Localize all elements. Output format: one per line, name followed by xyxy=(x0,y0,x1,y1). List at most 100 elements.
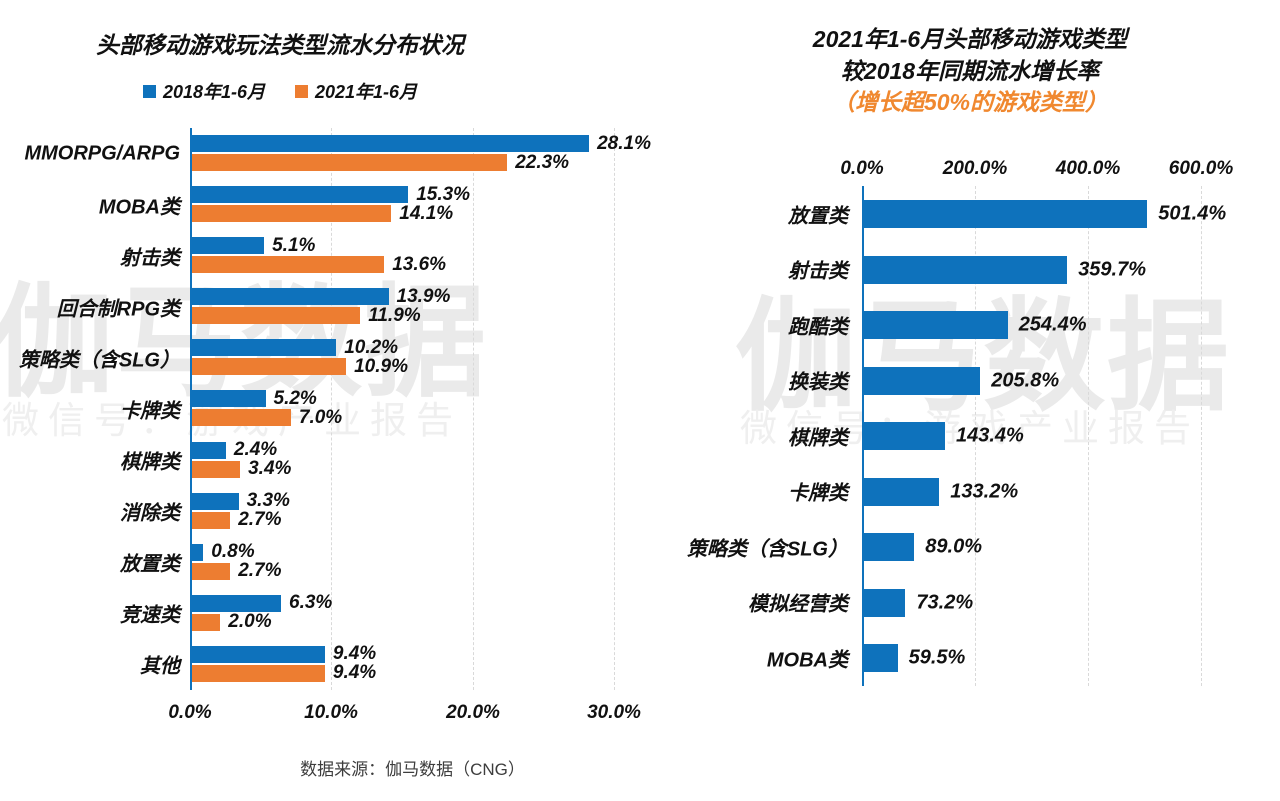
value-label: 73.2% xyxy=(916,591,974,613)
category-label: 卡牌类 xyxy=(120,400,180,423)
gridline-20pct xyxy=(473,128,474,690)
x-tick-200pct: 200.0% xyxy=(942,158,1008,179)
gridline-10pct xyxy=(331,128,332,690)
value-label: 59.5% xyxy=(908,646,966,669)
bar-2021: 2.0% xyxy=(192,611,272,632)
value-label: 28.1% xyxy=(597,132,651,154)
bar-2018: 0.8% xyxy=(192,541,255,562)
category-label: 模拟经营类 xyxy=(748,593,848,616)
value-label: 89.0% xyxy=(925,535,983,558)
bar-2021: 2.7% xyxy=(192,509,282,530)
watermark-wechat-right: 微信号：游戏产业报告 xyxy=(740,408,1200,449)
category-label: 卡牌类 xyxy=(788,482,848,505)
category-label: 消除类 xyxy=(120,502,180,525)
category-label: 策略类（含SLG） xyxy=(18,349,180,372)
category-label: 棋牌类 xyxy=(788,427,848,450)
value-label: 5.1% xyxy=(272,234,316,256)
category-label: 射击类 xyxy=(788,260,848,283)
category-row: 其他 9.4% 9.4% xyxy=(140,639,616,690)
right-chart-subtitle: （增长超50%的游戏类型） xyxy=(831,89,1109,116)
left-plot-rows: MMORPG/ARPG 28.1% 22.3% MOBA类 15.3% 14.1% 射击类 5… xyxy=(19,128,651,690)
x-tick-0pct: 0.0% xyxy=(840,158,884,179)
value-label: 14.1% xyxy=(399,202,454,224)
left-chart-legend: 2018年1-6月 2021年1-6月 xyxy=(20,78,540,104)
x-tick-400pct: 400.0% xyxy=(1055,158,1121,179)
value-label: 9.4% xyxy=(332,643,377,665)
x-tick-0: 0.0% xyxy=(168,702,212,723)
bar-2021: 11.9% xyxy=(192,305,421,326)
bar-2021: 9.4% xyxy=(192,662,376,683)
right-title-line1: 2021年1-6月头部移动游戏类型 xyxy=(812,26,1128,52)
value-label: 10.9% xyxy=(354,355,408,377)
gridline-600pct xyxy=(1201,186,1202,686)
bar-growth: 73.2% xyxy=(864,588,973,617)
value-label: 0.8% xyxy=(211,541,255,563)
value-label: 501.4% xyxy=(1158,202,1227,225)
category-row: 放置类 501.4% xyxy=(788,186,1226,242)
legend-item-2018: 2018年1-6月 xyxy=(142,78,265,104)
category-row: 策略类（含SLG） 10.2% 10.9% xyxy=(19,332,616,383)
data-source-note: 数据来源：伽马数据（CNG） xyxy=(300,760,525,779)
category-row: 卡牌类 133.2% xyxy=(788,464,1203,520)
category-row: 棋牌类 143.4% xyxy=(788,408,1203,464)
value-label: 3.3% xyxy=(246,490,290,512)
bar-growth: 143.4% xyxy=(864,422,1024,450)
value-label: 7.0% xyxy=(298,406,343,428)
bar-2018: 15.3% xyxy=(192,184,470,205)
bar-2021: 22.3% xyxy=(192,152,569,173)
category-label: MMORPG/ARPG xyxy=(24,142,180,165)
category-row: 射击类 359.7% xyxy=(788,242,1203,298)
category-label: MOBA类 xyxy=(766,649,848,672)
category-label: 放置类 xyxy=(120,553,180,576)
category-row: MOBA类 15.3% 14.1% xyxy=(99,179,616,230)
category-row: 策略类（含SLG） 89.0% xyxy=(687,519,1203,575)
legend-swatch-orange-icon xyxy=(295,84,308,98)
bar-2018: 5.1% xyxy=(192,235,315,256)
category-row: 放置类 0.8% 2.7% xyxy=(120,537,616,588)
value-label: 9.4% xyxy=(332,662,377,684)
bar-2018: 2.4% xyxy=(192,439,277,460)
value-label: 13.9% xyxy=(396,285,451,307)
value-label: 11.9% xyxy=(368,304,421,326)
bar-growth: 205.8% xyxy=(864,366,1059,395)
category-label: 竞速类 xyxy=(120,604,180,627)
bar-2018: 3.3% xyxy=(192,490,290,511)
category-row: 消除类 3.3% 2.7% xyxy=(120,486,616,537)
category-row: 模拟经营类 73.2% xyxy=(748,575,1203,631)
value-label: 2.4% xyxy=(233,439,278,461)
left-chart-title: 头部移动游戏玩法类型流水分布状况 xyxy=(96,32,464,58)
value-label: 133.2% xyxy=(950,480,1019,502)
bar-growth: 359.7% xyxy=(864,255,1146,284)
value-label: 205.8% xyxy=(991,369,1060,391)
category-row: 换装类 205.8% xyxy=(788,353,1203,409)
right-plot-rows: 放置类 501.4% 射击类 359.7% 跑酷类 254.4% 换装类 205.8% 棋牌类 1… xyxy=(687,186,1226,686)
gridline-400pct xyxy=(1088,186,1089,686)
right-chart-title: 2021年1-6月头部移动游戏类型 较2018年同期流水增长率 （增长超50%的… xyxy=(700,24,1240,119)
value-label: 3.4% xyxy=(248,458,292,480)
x-tick-20: 20.0% xyxy=(446,702,500,723)
bar-2021: 2.7% xyxy=(192,560,282,581)
category-label: 其他 xyxy=(140,655,180,678)
category-label: 放置类 xyxy=(788,205,848,228)
gridline-200pct xyxy=(975,186,976,686)
category-row: 跑酷类 254.4% xyxy=(788,297,1203,353)
bar-2018: 9.4% xyxy=(192,643,376,664)
bar-2018: 5.2% xyxy=(192,388,317,409)
value-label: 13.6% xyxy=(392,253,447,275)
category-row: 卡牌类 5.2% 7.0% xyxy=(120,383,616,434)
bar-2018: 6.3% xyxy=(192,592,332,613)
legend-swatch-blue-icon xyxy=(142,84,156,98)
category-label: 射击类 xyxy=(120,247,180,270)
bar-growth: 501.4% xyxy=(864,200,1226,228)
category-row: 回合制RPG类 13.9% 11.9% xyxy=(57,281,616,332)
value-label: 5.2% xyxy=(273,387,317,409)
category-label: 回合制RPG类 xyxy=(56,298,180,321)
bar-growth: 133.2% xyxy=(864,477,1018,506)
x-tick-600pct: 600.0% xyxy=(1168,158,1234,179)
value-label: 254.4% xyxy=(1018,313,1087,336)
category-row: 竞速类 6.3% 2.0% xyxy=(120,588,616,639)
gridline-30pct xyxy=(614,128,615,690)
right-title-line2: 较2018年同期流水增长率 xyxy=(840,57,1100,84)
category-label: 换装类 xyxy=(788,371,848,394)
